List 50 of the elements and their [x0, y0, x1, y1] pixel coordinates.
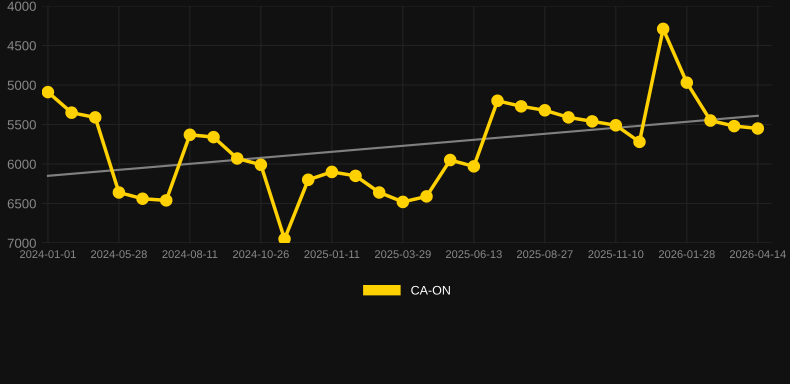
point — [230, 152, 244, 165]
point — [42, 86, 54, 98]
point — [160, 194, 172, 207]
x-tick-label: 2024-08-11 — [162, 250, 218, 258]
point — [207, 130, 220, 144]
point — [680, 76, 694, 89]
x-tick-label: 2025-08-27 — [516, 250, 573, 258]
y-tick-label: 7000 — [8, 238, 36, 248]
point — [372, 186, 386, 199]
point — [491, 94, 504, 108]
y-tick-label: 6500 — [8, 199, 36, 208]
point — [468, 160, 480, 173]
point — [349, 170, 362, 182]
y-tick-label: 5000 — [8, 80, 36, 90]
legend-label: CA-ON — [411, 286, 450, 295]
x-tick-label: 2024-10-26 — [233, 250, 289, 258]
point — [326, 166, 338, 178]
point — [610, 119, 622, 132]
x-tick-label: 2025-01-11 — [304, 250, 360, 258]
x-tick-label: 2026-01-28 — [658, 250, 715, 258]
y-tick-label: 6000 — [8, 160, 36, 169]
point — [728, 120, 740, 132]
point — [514, 100, 528, 113]
point — [562, 111, 575, 124]
point — [88, 111, 102, 124]
point — [586, 115, 598, 128]
point — [302, 174, 314, 186]
x-tick-label: 2025-11-10 — [588, 250, 644, 258]
x-tick-label: 2024-05-28 — [91, 250, 147, 258]
point — [184, 128, 196, 142]
x-tick-label: 2025-03-29 — [375, 250, 431, 258]
point — [633, 136, 646, 148]
x-tick-label: 2024-01-01 — [20, 250, 76, 258]
point — [538, 104, 552, 117]
y-tick-label: 4500 — [7, 41, 36, 50]
point — [752, 122, 764, 135]
point — [444, 154, 456, 166]
point — [656, 22, 670, 36]
y-tick-label: 4000 — [7, 2, 36, 11]
y-tick-label: 5500 — [8, 120, 36, 130]
point — [136, 192, 149, 206]
point — [112, 186, 126, 199]
point — [65, 106, 78, 119]
x-tick-label: 2026-04-14 — [730, 250, 786, 258]
point — [704, 114, 717, 127]
point — [254, 158, 268, 172]
point — [278, 232, 291, 243]
point — [396, 196, 410, 208]
x-tick-label: 2025-06-13 — [446, 250, 502, 258]
point — [420, 190, 433, 203]
